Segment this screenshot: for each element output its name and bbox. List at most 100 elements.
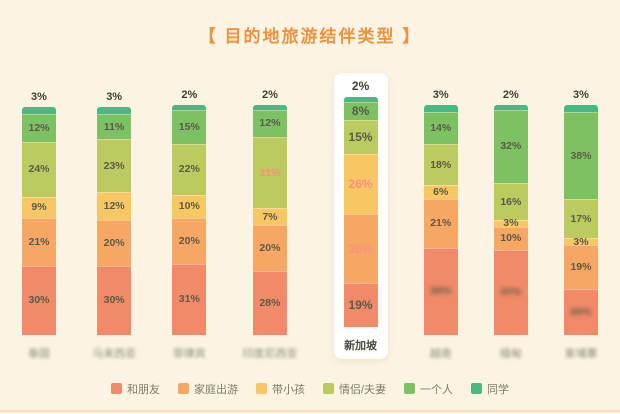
footer-divider <box>0 410 620 412</box>
bar-segment: 9% <box>22 196 56 218</box>
segment-value-label: 38% <box>430 285 452 298</box>
segment-value-label: 23% <box>103 159 125 172</box>
legend-item: 一个人 <box>404 381 453 397</box>
segment-value-label: 17% <box>570 212 592 225</box>
segment-value-label: 20% <box>103 236 125 249</box>
bar-column: 2% 32% 16% 3% 10% 37% 缅甸 <box>493 89 528 360</box>
segment-value-label: 3% <box>106 91 123 104</box>
category-label: 菲律宾 <box>172 347 206 360</box>
bar-column: 3% 38% 17% 3% 19% 20% 柬埔寨 <box>563 89 598 360</box>
bar-segment <box>252 105 287 110</box>
bar-segment: 20% <box>97 219 132 266</box>
bar-column: 2% 8% 15% 26% 30% 19% 新加坡 <box>333 73 388 359</box>
bar-stack: 12% 24% 9% 21% 30% <box>22 107 56 335</box>
segment-value-label: 3% <box>573 235 589 248</box>
segment-value-label: 2% <box>502 89 519 101</box>
bar-segment: 24% <box>22 141 56 197</box>
category-label: 缅甸 <box>499 347 522 360</box>
segment-value-label: 30% <box>103 294 125 307</box>
bar-segment: 6% <box>423 185 458 200</box>
bar-column: 2% 15% 22% 10% 20% 31% 菲律宾 <box>172 88 207 360</box>
segment-value-label: 15% <box>178 120 200 133</box>
category-label: 新加坡 <box>344 339 378 352</box>
bar-segment: 20% <box>172 217 207 264</box>
bar-segment: 37% <box>493 249 528 335</box>
bar-segment: 14% <box>423 111 458 145</box>
segment-value-label: 2% <box>261 89 278 101</box>
legend-swatch-icon <box>404 383 416 395</box>
segment-value-label: 10% <box>500 232 522 245</box>
bar-segment: 12% <box>97 192 132 220</box>
legend-item: 带小孩 <box>255 381 305 397</box>
segment-value-label: 19% <box>570 261 592 274</box>
segment-value-label: 37% <box>500 286 522 299</box>
bar-segment: 10% <box>493 226 528 250</box>
segment-value-label: 19% <box>348 298 373 313</box>
bar-segment <box>172 104 207 110</box>
bar-segment: 21% <box>22 217 56 266</box>
bar-column: 3% 12% 24% 9% 21% 30% 泰国 <box>22 91 56 360</box>
bar-segment: 12% <box>22 114 56 142</box>
legend-swatch-icon <box>177 383 189 395</box>
segment-value-label: 16% <box>500 195 522 208</box>
segment-value-label: 3% <box>432 89 449 102</box>
category-label: 马来西亚 <box>92 347 137 360</box>
legend-label: 带小孩 <box>271 383 305 396</box>
segment-value-label: 12% <box>259 117 281 130</box>
segment-value-label: 11% <box>103 120 125 133</box>
category-label: 印度尼西亚 <box>242 347 298 360</box>
legend-item: 同学 <box>471 381 509 397</box>
bar-stack: 11% 23% 12% 20% 30% <box>97 107 132 335</box>
segment-value-label: 3% <box>573 89 589 102</box>
bar-segment: 3% <box>563 235 598 248</box>
bar-segment: 16% <box>493 183 528 220</box>
bar-segment: 32% <box>493 109 528 184</box>
segment-value-label: 9% <box>31 201 47 214</box>
segment-value-label: 2% <box>181 88 198 101</box>
bar-stack: 32% 16% 3% 10% 37% <box>493 105 528 335</box>
bar-segment: 17% <box>563 199 598 239</box>
legend-swatch-icon <box>471 383 483 395</box>
segment-value-label: 18% <box>430 158 452 171</box>
bar-segment <box>97 107 132 115</box>
bar-stack: 12% 31% 7% 20% 28% <box>252 105 287 335</box>
bar-segment: 3% <box>493 217 528 229</box>
bar-segment: 31% <box>252 137 287 209</box>
segment-value-label: 30% <box>28 294 50 307</box>
segment-value-label: 3% <box>31 91 47 104</box>
legend-item: 家庭出游 <box>177 381 238 397</box>
bar-segment: 38% <box>563 111 598 200</box>
legend-label: 情侣/夫妻 <box>338 383 387 396</box>
chart-bars: 3% 12% 24% 9% 21% 30% 泰国 3% 11% 23% 12% 20% 30% 马来西亚 2… <box>0 73 620 360</box>
segment-value-label: 6% <box>433 186 449 199</box>
segment-value-label: 20% <box>259 241 281 254</box>
legend-label: 家庭出游 <box>193 383 238 396</box>
bar-segment: 20% <box>563 288 598 335</box>
bar-segment: 28% <box>252 270 287 335</box>
bar-segment: 7% <box>252 208 287 225</box>
segment-value-label: 14% <box>430 122 452 134</box>
segment-value-label: 31% <box>178 293 200 306</box>
bar-column: 3% 11% 23% 12% 20% 30% 马来西亚 <box>92 91 137 360</box>
segment-value-label: 8% <box>351 103 370 118</box>
legend-label: 一个人 <box>420 383 454 396</box>
bar-segment <box>22 107 56 115</box>
bar-column: 3% 14% 18% 6% 21% 38% 越南 <box>423 89 458 360</box>
segment-value-label: 22% <box>178 163 200 176</box>
segment-value-label: 30% <box>348 241 373 256</box>
category-label: 泰国 <box>28 347 50 360</box>
bar-segment <box>493 105 528 110</box>
bar-segment: 18% <box>423 144 458 186</box>
bar-segment: 21% <box>423 199 458 248</box>
segment-value-label: 20% <box>570 305 592 318</box>
bar-stack: 15% 22% 10% 20% 31% <box>172 104 207 335</box>
legend-label: 同学 <box>487 383 510 396</box>
category-label: 越南 <box>429 347 452 360</box>
bar-segment: 15% <box>343 119 378 155</box>
bar-column: 2% 12% 31% 7% 20% 28% 印度尼西亚 <box>242 89 298 360</box>
legend-item: 和朋友 <box>110 381 160 397</box>
bar-segment: 19% <box>343 283 378 327</box>
segment-value-label: 21% <box>28 235 50 248</box>
bar-segment: 23% <box>97 139 132 193</box>
